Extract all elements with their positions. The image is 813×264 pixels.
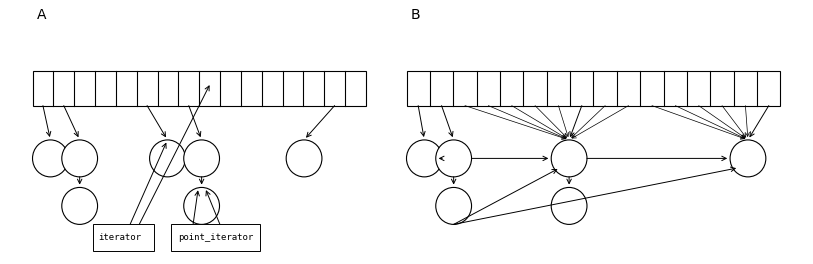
Bar bbox=[406, 71, 780, 106]
Ellipse shape bbox=[150, 140, 185, 177]
Ellipse shape bbox=[33, 140, 68, 177]
Ellipse shape bbox=[551, 187, 587, 224]
Ellipse shape bbox=[62, 140, 98, 177]
Text: A: A bbox=[37, 8, 46, 22]
Ellipse shape bbox=[436, 140, 472, 177]
Ellipse shape bbox=[730, 140, 766, 177]
Ellipse shape bbox=[184, 187, 220, 224]
Text: iterator: iterator bbox=[98, 233, 141, 242]
Ellipse shape bbox=[62, 187, 98, 224]
Ellipse shape bbox=[184, 140, 220, 177]
Text: B: B bbox=[411, 8, 420, 22]
Ellipse shape bbox=[286, 140, 322, 177]
Text: point_iterator: point_iterator bbox=[178, 233, 253, 242]
Ellipse shape bbox=[436, 187, 472, 224]
Bar bbox=[171, 224, 260, 251]
Ellipse shape bbox=[551, 140, 587, 177]
Bar bbox=[93, 224, 154, 251]
Ellipse shape bbox=[406, 140, 442, 177]
Bar bbox=[33, 71, 366, 106]
